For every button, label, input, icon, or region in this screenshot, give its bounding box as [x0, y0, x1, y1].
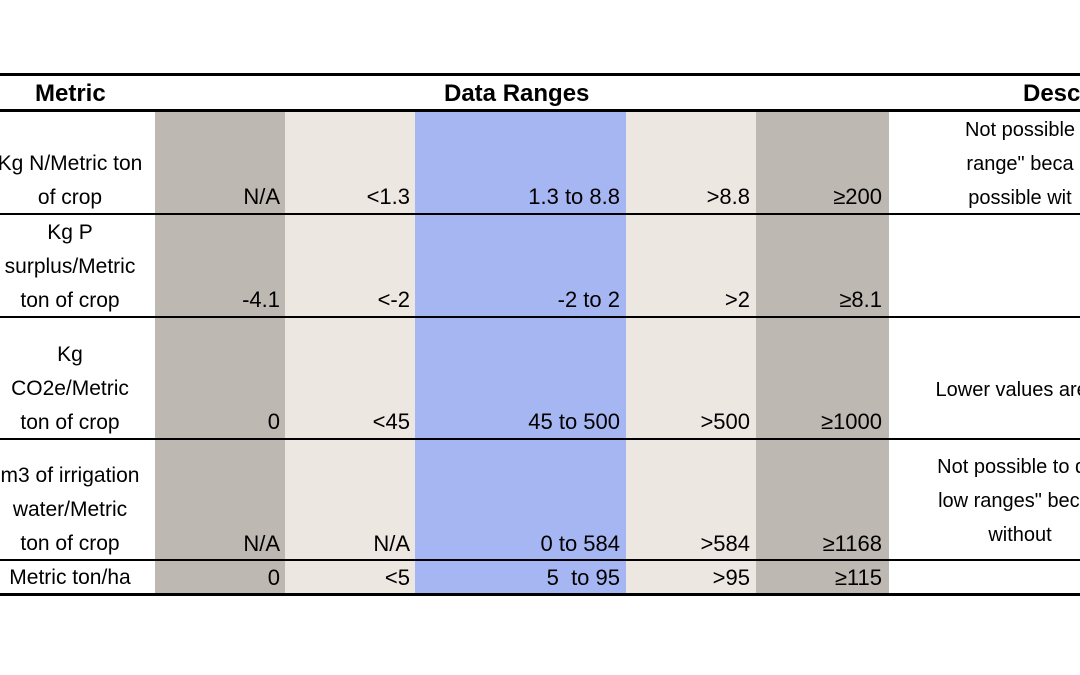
row-4-value-3: 0 to 584: [540, 531, 620, 556]
row-3-value-1: 0: [267, 409, 280, 434]
header-metric: Metric: [35, 80, 106, 107]
row-1-metric: Kg N/Metric ton of crop: [0, 152, 143, 209]
row-3-metric: Kg CO2e/Metric ton of crop: [11, 343, 129, 434]
rule-row-3: [0, 438, 1080, 440]
row-3-value-4: >500: [700, 409, 750, 434]
row-1-description: Not possible range" beca possible wit: [964, 119, 1076, 209]
rule-row-1: [0, 213, 1080, 215]
row-5-metric: Metric ton/ha: [9, 566, 131, 589]
band-col-2: [285, 112, 415, 594]
row-4-value-4: >584: [700, 531, 750, 556]
row-4-value-2: N/A: [373, 531, 410, 556]
rule-header: [0, 109, 1080, 112]
row-5-value-1: 0: [267, 565, 280, 590]
row-5-value-2: <5: [384, 565, 410, 590]
row-2-metric: Kg P surplus/Metric ton of crop: [4, 221, 136, 312]
row-4-value-1: N/A: [243, 531, 280, 556]
row-2-value-2: <-2: [377, 287, 410, 312]
rule-top: [0, 73, 1080, 76]
row-2-value-5: ≥8.1: [839, 287, 882, 312]
band-col-4: [626, 112, 756, 594]
row-3-value-3: 45 to 500: [528, 409, 620, 434]
row-5-value-3: 5 to 95: [546, 565, 620, 590]
row-4-metric: m3 of irrigation water/Metric ton of cro…: [0, 464, 140, 555]
row-1-value-3: 1.3 to 8.8: [528, 184, 620, 209]
row-3-value-2: <45: [372, 409, 410, 434]
row-3-description: Lower values are d: [935, 379, 1080, 401]
row-1-value-1: N/A: [243, 184, 280, 209]
rule-row-2: [0, 316, 1080, 318]
header-description: Desc: [1023, 80, 1080, 107]
rule-bottom: [0, 593, 1080, 596]
row-1-value-2: <1.3: [366, 184, 410, 209]
row-2-value-4: >2: [724, 287, 750, 312]
row-1-value-4: >8.8: [706, 184, 750, 209]
row-5-value-4: >95: [712, 565, 750, 590]
row-3-value-5: ≥1000: [820, 409, 882, 434]
row-4-value-5: ≥1168: [822, 531, 882, 556]
row-2-value-1: -4.1: [242, 287, 280, 312]
header-data-ranges: Data Ranges: [444, 80, 590, 107]
row-4-description: Not possible to det low ranges" becau wi…: [937, 456, 1080, 546]
band-col-3: [415, 112, 626, 594]
band-col-1: [155, 112, 285, 594]
row-5-value-5: ≥115: [834, 565, 882, 590]
band-col-5: [756, 112, 889, 594]
rule-row-4: [0, 559, 1080, 561]
row-2-value-3: -2 to 2: [557, 287, 620, 312]
row-1-value-5: ≥200: [833, 184, 882, 209]
